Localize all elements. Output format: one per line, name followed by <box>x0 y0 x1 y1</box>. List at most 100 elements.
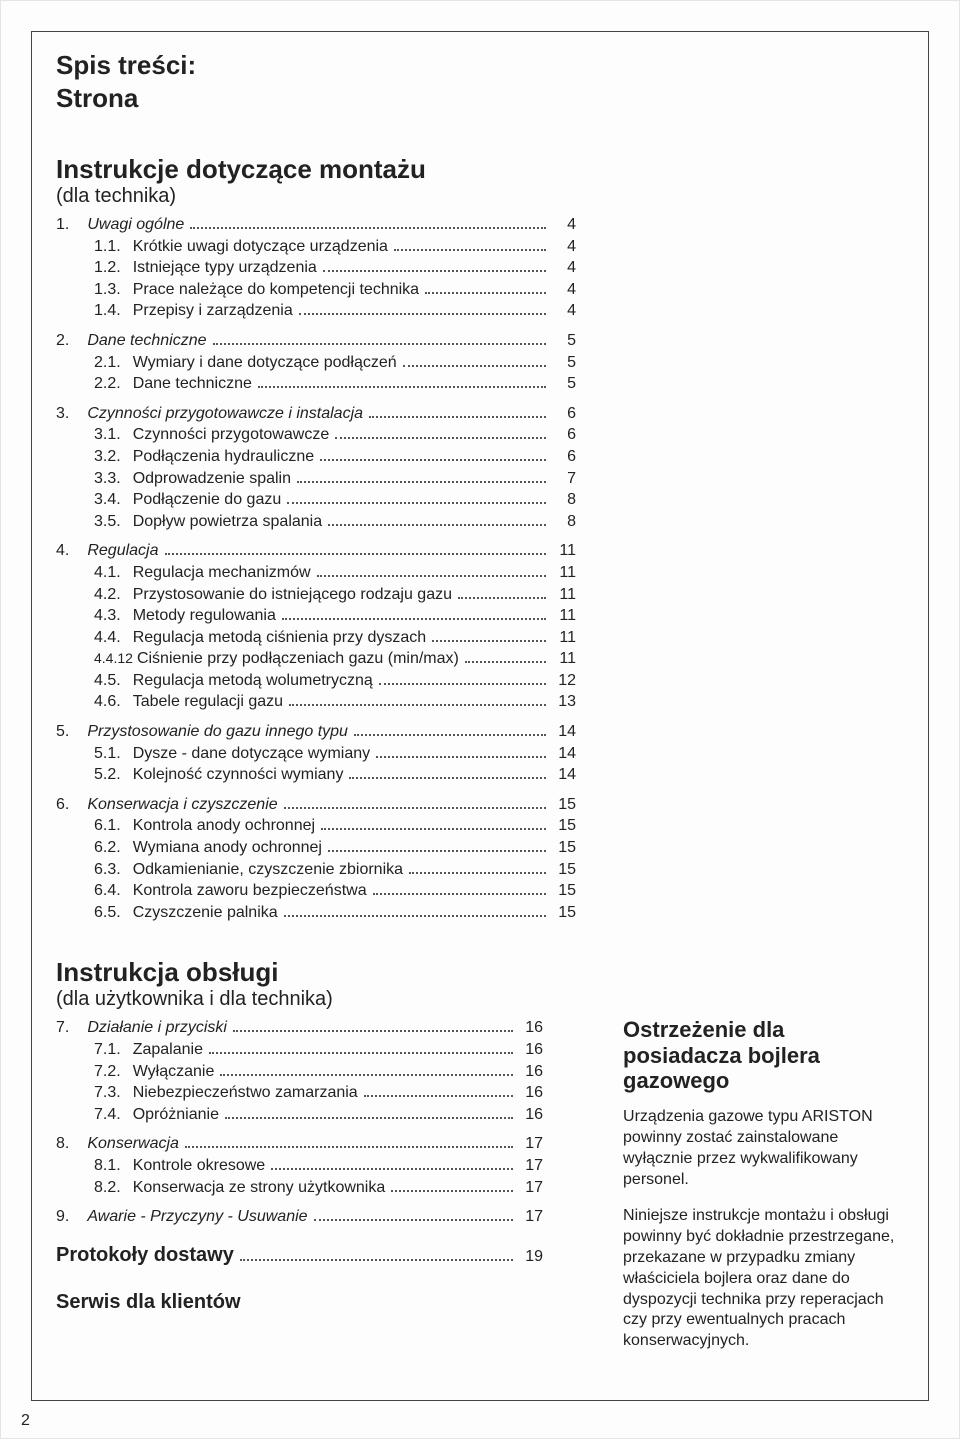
toc-page: 5 <box>552 330 576 352</box>
toc-row: 7.4.Opróżnianie16 <box>56 1104 543 1126</box>
toc-label: Tabele regulacji gazu <box>133 691 283 713</box>
toc-page: 11 <box>552 648 576 670</box>
toc-page: 6 <box>552 446 576 468</box>
toc-row: 3.Czynności przygotowawcze i instalacja6 <box>56 403 576 425</box>
toc-num: 6.4. <box>94 880 121 902</box>
toc-label: Czynności przygotowawcze <box>133 424 330 446</box>
toc-row: 4.5.Regulacja metodą wolumetryczną12 <box>56 670 576 692</box>
toc-num: 8.1. <box>94 1155 121 1177</box>
toc-page: 5 <box>552 352 576 374</box>
toc-row: 1.Uwagi ogólne4 <box>56 214 576 236</box>
section-b-title: Instrukcja obsługi <box>56 957 904 988</box>
toc-page: 16 <box>519 1017 543 1039</box>
toc-row: 2. Dane techniczne 5 <box>56 330 576 352</box>
toc-num: 7. <box>56 1017 69 1039</box>
toc-num: 4. <box>56 540 69 562</box>
toc-num: 9. <box>56 1206 69 1228</box>
toc-num: 8. <box>56 1133 69 1155</box>
toc-page: 6 <box>552 424 576 446</box>
toc-num: 6. <box>56 794 69 816</box>
toc-num: 6.3. <box>94 859 121 881</box>
toc-page: 15 <box>552 794 576 816</box>
toc-label: Odprowadzenie spalin <box>133 468 291 490</box>
toc-subheading: Strona <box>56 83 904 114</box>
toc-num: 4.4.12 <box>94 649 133 668</box>
warning-paragraph: Niniejsze instrukcje montażu i obsługi p… <box>623 1206 904 1352</box>
toc-num: 7.3. <box>94 1082 121 1104</box>
toc-page: 16 <box>519 1082 543 1104</box>
toc-label: Protokoły dostawy <box>56 1242 234 1269</box>
toc-label: Czyszczenie palnika <box>133 902 278 924</box>
toc-row: 6.4.Kontrola zaworu bezpieczeństwa15 <box>56 880 576 902</box>
toc-num: 3.2. <box>94 446 121 468</box>
section-b-sub: (dla użytkownika i dla technika) <box>56 988 904 1011</box>
toc-num: 4.1. <box>94 562 121 584</box>
toc-heading: Spis treści: <box>56 50 904 81</box>
toc-label: Podłączenia hydrauliczne <box>133 446 314 468</box>
toc-label: Konserwacja i czyszczenie <box>87 794 277 816</box>
toc-label: Podłączenie do gazu <box>133 489 282 511</box>
toc-num: 2.1. <box>94 352 121 374</box>
toc-num: 1.4. <box>94 300 121 322</box>
toc-page: 8 <box>552 489 576 511</box>
toc-page: 14 <box>552 743 576 765</box>
toc-num: 3.3. <box>94 468 121 490</box>
toc-label: Dane techniczne <box>87 330 206 352</box>
toc-row: 5.Przystosowanie do gazu innego typu14 <box>56 721 576 743</box>
toc-num: 5. <box>56 721 69 743</box>
toc-num: 4.5. <box>94 670 121 692</box>
toc-label: Wymiary i dane dotyczące podłączeń <box>133 352 397 374</box>
toc-label: Przystosowanie do istniejącego rodzaju g… <box>133 584 452 606</box>
toc-num: 1.2. <box>94 257 121 279</box>
toc-label: Metody regulowania <box>133 605 276 627</box>
toc-row: 7.2.Wyłączanie16 <box>56 1061 543 1083</box>
toc-page: 11 <box>552 584 576 606</box>
toc-page: 17 <box>519 1133 543 1155</box>
toc-row: 4.4.12Ciśnienie przy podłączeniach gazu … <box>56 648 576 670</box>
toc-row: 1.2.Istniejące typy urządzenia4 <box>56 257 576 279</box>
toc-page: 4 <box>552 214 576 236</box>
toc-label: Regulacja metodą wolumetryczną <box>133 670 373 692</box>
toc-label: Wyłączanie <box>133 1061 215 1083</box>
toc-page: 8 <box>552 511 576 533</box>
toc-row: 8. Konserwacja 17 <box>56 1133 543 1155</box>
toc-num: 7.2. <box>94 1061 121 1083</box>
toc-row: 7.3.Niebezpieczeństwo zamarzania16 <box>56 1082 543 1104</box>
toc-page: 16 <box>519 1039 543 1061</box>
toc-num: 5.2. <box>94 764 121 786</box>
toc-page: 11 <box>552 605 576 627</box>
toc-row: 1.3.Prace należące do kompetencji techni… <box>56 279 576 301</box>
toc-row: 3.2. Podłączenia hydrauliczne 6 <box>56 446 576 468</box>
toc-row: 7.1.Zapalanie16 <box>56 1039 543 1061</box>
toc-label: Konserwacja ze strony użytkownika <box>133 1177 386 1199</box>
toc-num: 2. <box>56 330 69 352</box>
serwis-line: Serwis dla klientów <box>56 1289 543 1316</box>
toc-page: 15 <box>552 815 576 837</box>
toc-num: 6.1. <box>94 815 121 837</box>
toc-row: 3.1.Czynności przygotowawcze6 <box>56 424 576 446</box>
toc-page: 17 <box>519 1177 543 1199</box>
toc-label: Regulacja metodą ciśnienia przy dyszach <box>133 627 426 649</box>
toc-row: 2.1. Wymiary i dane dotyczące podłączeń 5 <box>56 352 576 374</box>
toc-row: 4.4. Regulacja metodą ciśnienia przy dysz… <box>56 627 576 649</box>
warning-box: Ostrzeżenie dla posiadacza bojlera gazow… <box>623 1017 904 1368</box>
toc-label: Przepisy i zarządzenia <box>133 300 293 322</box>
toc-num: 7.1. <box>94 1039 121 1061</box>
toc-label: Działanie i przyciski <box>87 1017 227 1039</box>
toc-page: 6 <box>552 403 576 425</box>
toc-page: 4 <box>552 300 576 322</box>
toc-num: 3.5. <box>94 511 121 533</box>
toc-row: 2.2.Dane techniczne5 <box>56 373 576 395</box>
toc-page: 4 <box>552 236 576 258</box>
toc-label: Dysze - dane dotyczące wymiany <box>133 743 370 765</box>
toc-num: 4.6. <box>94 691 121 713</box>
toc-num: 1.1. <box>94 236 121 258</box>
toc-label: Awarie - Przyczyny - Usuwanie <box>87 1206 307 1228</box>
toc-page: 5 <box>552 373 576 395</box>
toc-label: Konserwacja <box>87 1133 179 1155</box>
toc-label: Opróżnianie <box>133 1104 219 1126</box>
toc-num: 2.2. <box>94 373 121 395</box>
toc-label: Czynności przygotowawcze i instalacja <box>87 403 363 425</box>
toc-num: 4.4. <box>94 627 121 649</box>
toc-num: 7.4. <box>94 1104 121 1126</box>
